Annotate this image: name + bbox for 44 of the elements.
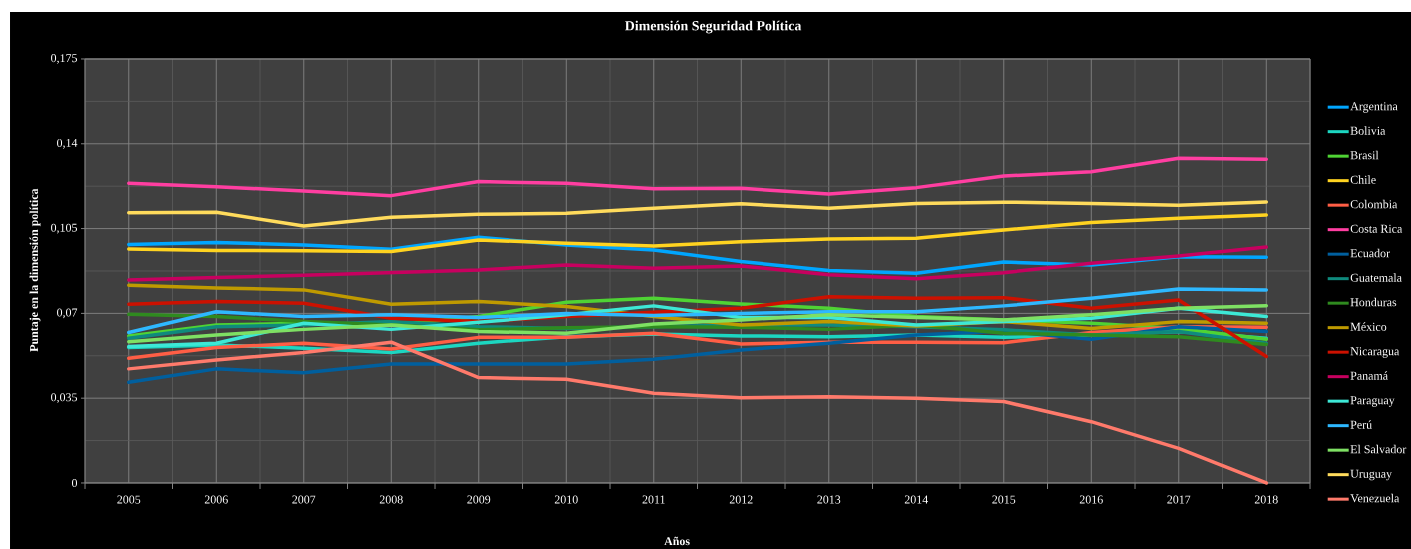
y-tick-label: 0,14 [57,138,78,149]
legend-label: Uruguay [1350,469,1392,481]
x-tick-label: 2010 [554,495,578,504]
line-series [127,156,1269,198]
y-axis-title: Puntaje en la dimensión política [29,188,41,352]
x-tick-label: 2006 [204,495,228,504]
x-tick-label: 2012 [729,495,753,504]
chart-title: Dimensión Seguridad Política [624,20,802,34]
legend-label: Chile [1350,175,1376,184]
legend-label: Brasil [1350,150,1379,160]
x-tick-label: 2017 [1167,495,1191,504]
x-axis-title: Años [664,536,690,546]
legend-label: Argentina [1350,102,1398,113]
legend-label: Panamá [1350,371,1388,380]
legend-label: Venezuela [1350,493,1400,503]
legend-label: Bolivia [1350,126,1386,135]
x-tick-label: 2007 [292,495,316,504]
x-tick-label: 2008 [379,495,403,504]
legend-label: El Salvador [1350,444,1407,454]
legend-label: Perú [1350,420,1372,429]
y-tick-label: 0,035 [51,393,78,404]
y-tick-label: 0 [71,478,78,488]
legend-label: Colombia [1350,199,1398,209]
line-series [127,213,1269,254]
x-tick-label: 2018 [1254,495,1278,504]
line-series [127,340,1269,485]
y-tick-label: 0,105 [51,223,78,234]
legend-label: Guatemala [1350,273,1402,282]
y-tick-label: 0,07 [57,308,78,319]
legend-label: Ecuador [1350,248,1390,258]
x-tick-label: 2016 [1079,495,1103,504]
line-series [127,200,1269,228]
legend-label: México [1350,322,1387,331]
legend-label: Honduras [1350,297,1397,307]
x-tick-label: 2014 [904,495,929,504]
legend-label: Paraguay [1350,396,1395,407]
legend-label: Nicaragua [1350,347,1400,358]
x-tick-label: 2009 [467,495,491,504]
legend-label: Costa Rica [1350,224,1403,233]
x-tick-label: 2015 [992,495,1016,504]
y-tick-label: 0,175 [51,54,78,64]
x-tick-label: 2011 [642,495,665,504]
x-tick-label: 2005 [117,495,141,504]
x-tick-label: 2013 [817,495,841,504]
